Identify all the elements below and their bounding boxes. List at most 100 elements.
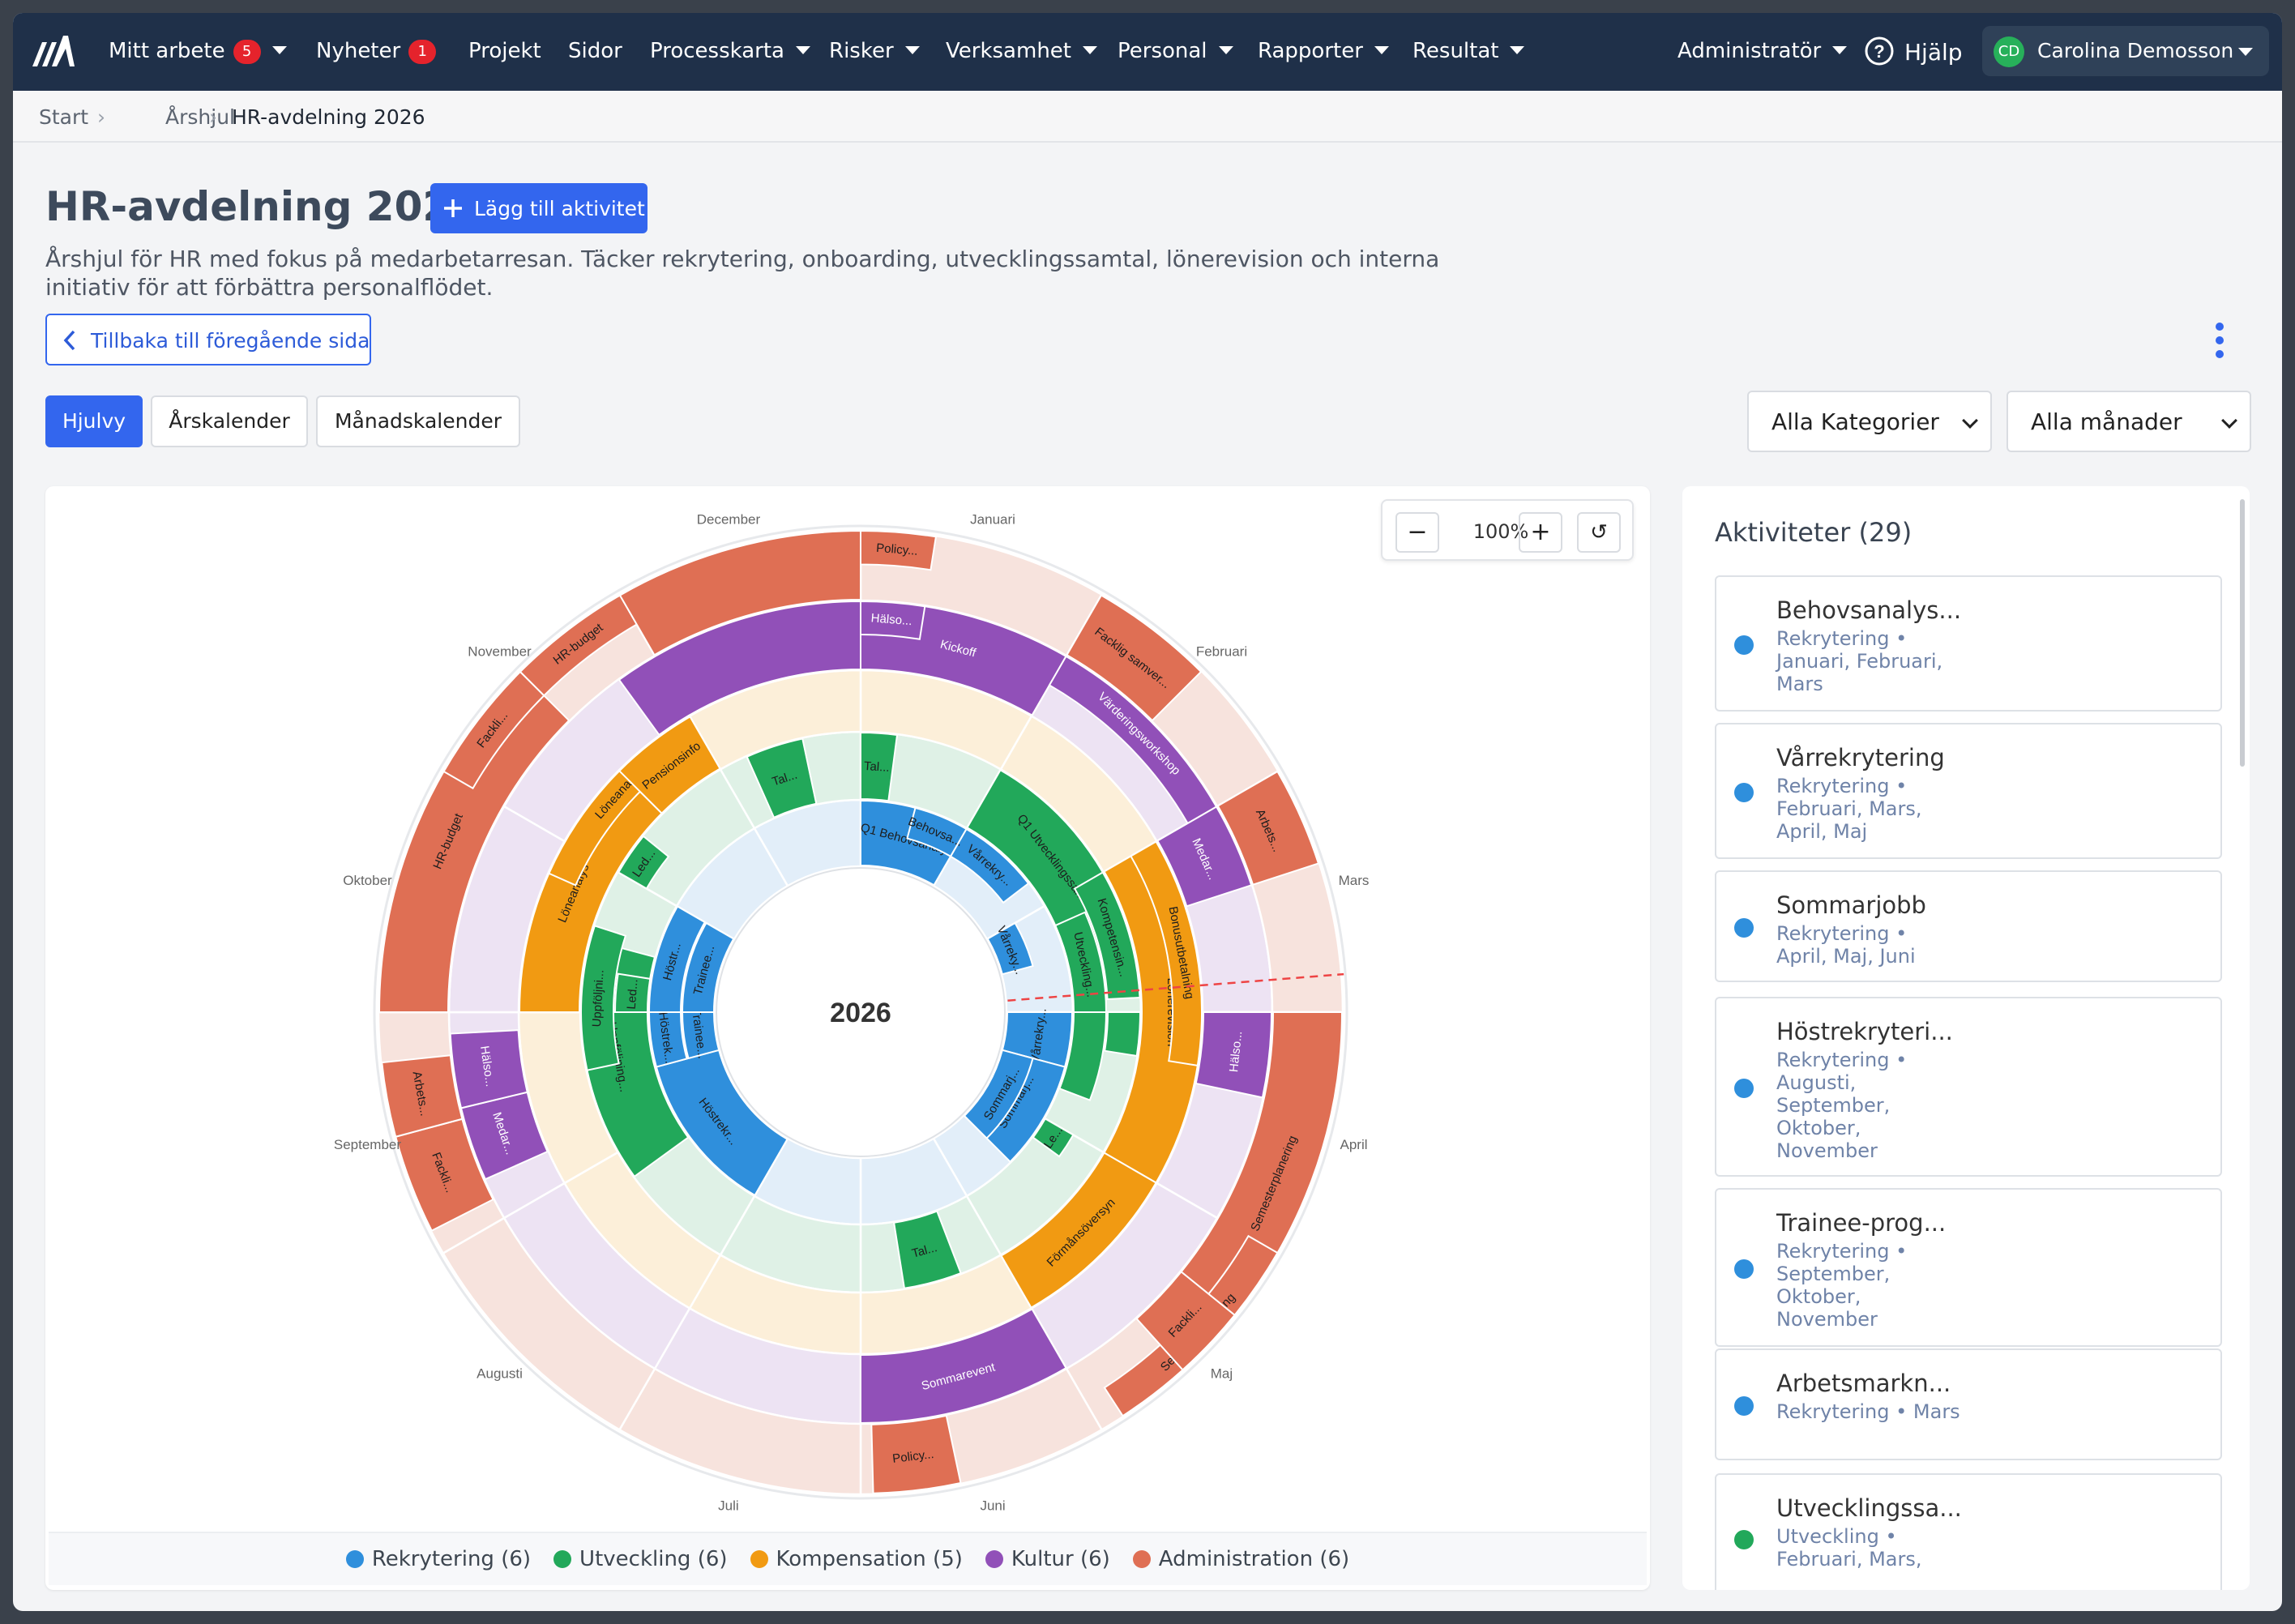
activity-arc[interactable] [906, 806, 968, 858]
activity-arc[interactable] [860, 731, 899, 802]
legend-item[interactable]: Kompensation (5) [750, 1533, 963, 1585]
activity-card[interactable]: Vårrekrytering Rekrytering • Februari, Ma… [1715, 723, 2222, 859]
activity-arc[interactable] [449, 1029, 528, 1109]
month-label: September [334, 1137, 401, 1152]
legend-item[interactable]: Administration (6) [1132, 1533, 1349, 1585]
activity-arc[interactable] [949, 827, 1030, 904]
nav-rapporter[interactable]: Rapporter [1258, 39, 1389, 63]
activity-arc[interactable] [681, 921, 735, 1013]
nav-label: Administratör [1677, 39, 1822, 63]
activity-arc[interactable] [860, 600, 926, 640]
activity-arc[interactable] [1073, 871, 1141, 1001]
caret-down-icon [1082, 46, 1097, 54]
activity-card[interactable]: Trainee-prog... Rekrytering • September, … [1715, 1188, 2222, 1347]
nav-verksamhet[interactable]: Verksamhet [946, 39, 1097, 63]
activity-arc[interactable] [870, 1414, 962, 1494]
activity-arc[interactable] [618, 600, 861, 737]
category-filter[interactable]: Alla Kategorier [1747, 391, 1992, 452]
legend-item[interactable]: Rekrytering (6) [345, 1533, 531, 1585]
reset-zoom-icon[interactable]: ↺ [1577, 512, 1621, 553]
legend-item[interactable]: Utveckling (6) [553, 1533, 728, 1585]
activity-arc[interactable] [1195, 1011, 1273, 1099]
nav-sidor[interactable]: Sidor [568, 39, 622, 63]
caret-down-icon [904, 46, 920, 54]
activity-card[interactable]: Höstrekryteri... Rekrytering • Augusti, S… [1715, 997, 2222, 1177]
activity-arc[interactable] [617, 835, 670, 890]
activity-arc[interactable] [746, 737, 818, 819]
caret-down-icon [795, 46, 810, 54]
category-dot [1734, 1396, 1754, 1416]
activity-arc[interactable] [378, 670, 571, 1013]
activity-arc[interactable] [963, 1049, 1034, 1139]
activity-arc[interactable] [613, 972, 652, 1013]
activity-arc[interactable] [1058, 1011, 1108, 1101]
activity-arc[interactable] [1066, 594, 1203, 722]
scrollbar[interactable] [2240, 499, 2245, 767]
app-window: Mitt arbete 5 Nyheter 1 Projekt Sidor Proc… [13, 13, 2282, 1611]
help-label: Hjälp [1904, 39, 1963, 66]
wheel-card: Q1 Behovsanalys Vårrekry... Behovsa... Vårr… [45, 486, 1650, 1590]
back-button[interactable]: Tillbaka till föregående sida [45, 314, 371, 365]
nav-resultat[interactable]: Resultat [1412, 39, 1525, 63]
activity-label: Policy... [891, 1447, 934, 1466]
activity-label: Led... [625, 978, 641, 1010]
legend-item[interactable]: Kultur (6) [985, 1533, 1110, 1585]
activity-arc[interactable] [618, 716, 721, 815]
month-label: Februari [1196, 644, 1247, 660]
nav-administrator[interactable]: Administratör [1677, 39, 1848, 63]
nav-risker[interactable]: Risker [829, 39, 920, 63]
activity-arc[interactable] [381, 1054, 464, 1138]
breadcrumb-start[interactable]: Start [39, 105, 89, 129]
nav-help[interactable]: ? Hjälp [1864, 36, 1963, 66]
activity-arc[interactable] [580, 925, 627, 1071]
more-options-icon[interactable] [2216, 323, 2225, 358]
page-description: Årshjul för HR med fokus på medarbetarre… [45, 246, 1440, 301]
caret-down-icon [2238, 48, 2253, 56]
caret-down-icon [1374, 46, 1389, 54]
zoom-controls: − 100% + ↺ [1381, 499, 1634, 561]
nav-label: Resultat [1412, 39, 1499, 63]
activity-arc[interactable] [1000, 1152, 1157, 1309]
activity-arc[interactable] [1104, 1011, 1142, 1058]
nav-mitt-arbete[interactable]: Mitt arbete 5 [109, 39, 287, 64]
activity-arc[interactable] [647, 905, 707, 1013]
activity-card[interactable]: Arbetsmarkn... Rekrytering • Mars [1715, 1348, 2222, 1460]
activity-arc[interactable] [1130, 840, 1203, 1067]
activity-meta: Rekrytering • Februari, Mars, April, Maj [1776, 775, 1922, 843]
zoom-in-button[interactable]: + [1519, 512, 1562, 553]
user-menu[interactable]: CD Carolina Demosson [1982, 26, 2269, 76]
legend-swatch [345, 1550, 364, 1568]
logo-icon[interactable] [31, 31, 76, 71]
nav-label: Personal [1118, 39, 1207, 63]
nav-personal[interactable]: Personal [1118, 39, 1233, 63]
nav-label: Rapporter [1258, 39, 1363, 63]
activity-arc[interactable] [860, 1307, 1067, 1425]
svg-text:?: ? [1874, 41, 1884, 62]
activity-arc[interactable] [1032, 1118, 1075, 1158]
activity-arc[interactable] [986, 921, 1034, 976]
activity-card[interactable]: Utvecklingssa... Utveckling • Februari, M… [1715, 1473, 2222, 1590]
add-activity-button[interactable]: Lägg till aktivitet [430, 183, 647, 233]
activity-arc[interactable] [860, 529, 938, 571]
legend-swatch [985, 1550, 1003, 1568]
help-circle-icon: ? [1865, 36, 1894, 66]
activity-arc[interactable] [1135, 1270, 1237, 1371]
activity-card[interactable]: Sommarjobb Rekrytering • April, Maj, Juni [1715, 870, 2222, 982]
nav-nyheter[interactable]: Nyheter 1 [316, 39, 437, 64]
breadcrumb-arshjul[interactable]: Årshjul [165, 105, 235, 129]
nav-projekt[interactable]: Projekt [468, 39, 541, 63]
activity-arc[interactable] [1216, 770, 1320, 886]
activity-arc[interactable] [892, 1210, 962, 1289]
view-arskalender[interactable]: Årskalender [151, 395, 308, 447]
view-hjulvy[interactable]: Hjulvy [45, 395, 143, 447]
activity-arc[interactable] [618, 529, 861, 656]
activity-meta: Rekrytering • Januari, Februari, Mars [1776, 627, 1943, 695]
wheel-year: 2026 [830, 998, 891, 1028]
month-label: Oktober [343, 873, 392, 888]
zoom-out-button[interactable]: − [1395, 512, 1439, 553]
activity-arc[interactable] [1156, 806, 1253, 908]
nav-processkarta[interactable]: Processkarta [650, 39, 810, 63]
view-manadskalender[interactable]: Månadskalender [316, 395, 520, 447]
activity-card[interactable]: Behovsanalys... Rekrytering • Januari, Fe… [1715, 575, 2222, 712]
month-filter[interactable]: Alla månader [2007, 391, 2251, 452]
